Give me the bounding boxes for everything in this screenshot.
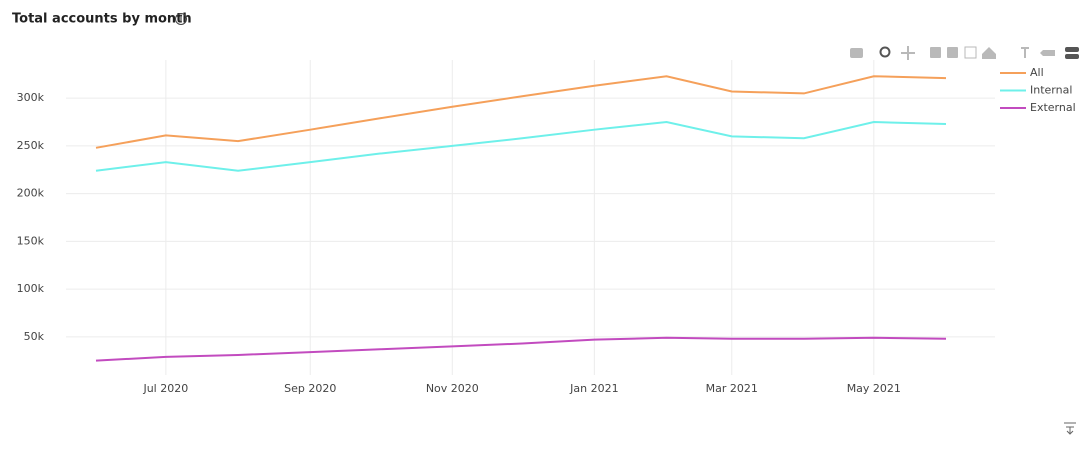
legend-item[interactable]: All [1000, 66, 1044, 79]
series-line [95, 336, 947, 362]
reset-button[interactable] [982, 47, 996, 59]
spike-button[interactable] [1021, 47, 1029, 58]
y-tick-label: 100k [17, 282, 45, 295]
y-tick-label: 200k [17, 187, 45, 200]
y-tick-label: 250k [17, 139, 45, 152]
hover-compare-button[interactable] [1065, 54, 1079, 59]
legend-label: Internal [1030, 84, 1072, 97]
info-icon[interactable] [175, 13, 187, 25]
x-tick-label: Jul 2020 [142, 382, 188, 395]
legend-label: External [1030, 101, 1076, 114]
x-tick-label: Nov 2020 [426, 382, 479, 395]
hover-closest-button[interactable] [1040, 50, 1055, 56]
chart-title: Total accounts by month [12, 12, 192, 27]
x-tick-label: Jan 2021 [569, 382, 618, 395]
legend-item[interactable]: Internal [1000, 84, 1072, 97]
pan-button[interactable] [901, 46, 915, 60]
y-tick-label: 50k [24, 330, 45, 343]
zoom-in-button[interactable] [930, 47, 941, 58]
x-tick-label: May 2021 [847, 382, 901, 395]
y-tick-label: 150k [17, 234, 45, 247]
autoscale-button[interactable] [964, 46, 977, 59]
x-tick-label: Sep 2020 [284, 382, 336, 395]
x-tick-label: Mar 2021 [706, 382, 758, 395]
zoom-button[interactable] [879, 46, 891, 58]
zoom-out-button[interactable] [947, 47, 958, 58]
legend-label: All [1030, 66, 1044, 79]
y-tick-label: 300k [17, 91, 45, 104]
download-icon[interactable] [1064, 422, 1076, 435]
series-line [95, 75, 947, 149]
legend-item[interactable]: External [1000, 101, 1076, 114]
hover-compare-button[interactable] [1065, 47, 1079, 52]
modebar [850, 46, 1079, 60]
camera-button[interactable] [850, 48, 863, 58]
series-line [95, 121, 947, 172]
